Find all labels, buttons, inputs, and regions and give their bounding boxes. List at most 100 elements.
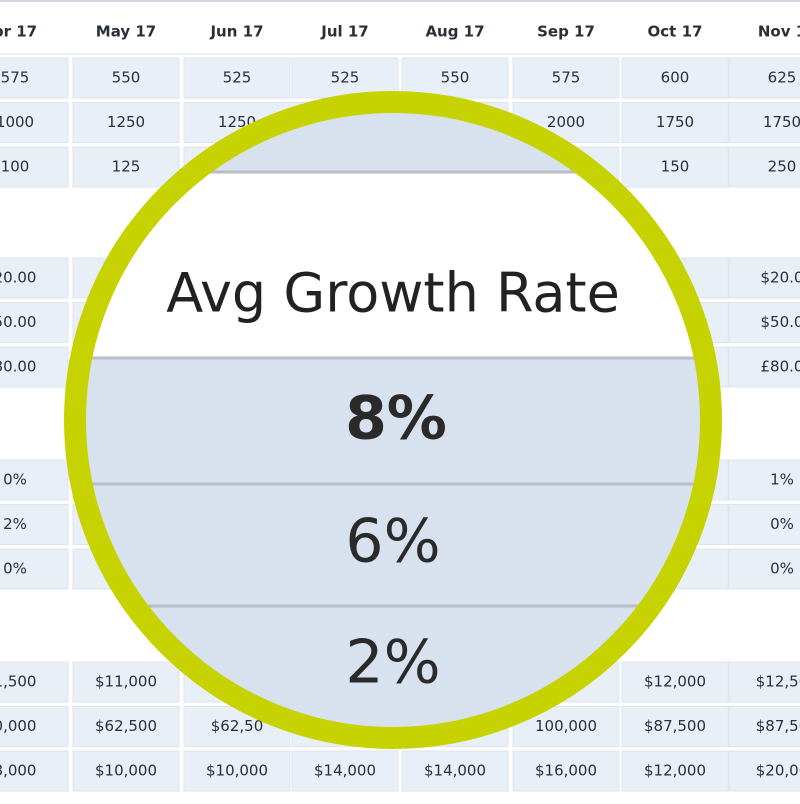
cell [621,146,729,188]
cell [728,661,800,703]
cell [728,504,800,545]
cell [401,57,509,99]
cell-text: $11,000 [95,673,157,691]
cell-text: 20.00 [0,269,36,287]
cell-text: $12,50 [756,673,800,691]
cell [728,548,800,590]
cell [728,257,800,299]
magnifier-ring [64,91,722,749]
cell [0,257,69,299]
cell [728,102,800,143]
cell [0,459,69,501]
cell-text: $20.0 [761,269,800,287]
cell [0,346,69,388]
column-header: May 17 [96,23,156,41]
cell [72,57,180,99]
cell-text: 250 [768,158,797,176]
cell-text: 550 [112,69,141,87]
cell [512,750,620,792]
cell-text: 0% [3,560,27,578]
cell-text: 2% [3,515,27,533]
cell [0,146,69,188]
cell-text: 1750 [763,113,800,131]
cell [291,750,399,792]
cell [0,661,69,703]
cell-text: 1,500 [0,673,36,691]
cell-text: 150 [661,158,690,176]
cell-text: 600 [661,69,690,87]
cell [728,146,800,188]
cell [0,504,69,545]
cell-text: 50.00 [0,313,36,331]
cell [72,146,180,188]
cell-text: $16,000 [535,762,597,780]
column-header: pr 17 [0,23,37,41]
cell-text: $14,000 [424,762,486,780]
cell [0,302,69,343]
cell-text: $12,000 [644,762,706,780]
cell [621,706,729,747]
cell [72,661,180,703]
magnifier-title: Avg Growth Rate [166,262,620,325]
cell [728,750,800,792]
cell-text: $20,00 [756,762,800,780]
cell-text: 575 [552,69,581,87]
cell-text: $10,000 [95,762,157,780]
cell-text: 0% [3,471,27,489]
cell-text: 1% [770,471,794,489]
cell-text: $62,50 [211,717,264,735]
cell-text: 1000 [0,113,34,131]
cell-text: 125 [112,158,141,176]
cell-text: 525 [223,69,252,87]
cell-text: 1250 [107,113,145,131]
cell-text: $10,000 [206,762,268,780]
cell [0,57,69,99]
cell [72,102,180,143]
cell-text: £80.0 [761,358,800,376]
cell [728,706,800,747]
cell-text: $14,000 [314,762,376,780]
cell [728,302,800,343]
cell-text: 625 [768,69,797,87]
cell-text: 80.00 [0,358,36,376]
cell [728,459,800,501]
cell [621,750,729,792]
cell-text: 575 [1,69,30,87]
cell-text: 100,000 [535,717,597,735]
cell-text: 2000 [547,113,585,131]
cell-text: $62,500 [95,717,157,735]
cell-text: 525 [331,69,360,87]
column-header: Nov 1 [758,23,800,41]
cell [183,750,291,792]
cell-text: $50.0 [761,313,800,331]
cell-text: 100 [1,158,30,176]
cell [728,57,800,99]
column-header: Jul 17 [320,23,369,41]
cell [0,102,69,143]
cell [621,661,729,703]
cell [72,750,180,792]
cell [621,57,729,99]
cell-text: $12,000 [644,673,706,691]
cell-text: 1750 [656,113,694,131]
column-header: Sep 17 [537,23,595,41]
cell [401,750,509,792]
cell [512,57,620,99]
cell [72,706,180,747]
cell [0,706,69,747]
cell-text: 0% [770,560,794,578]
cell [728,346,800,388]
cell-text: 550 [441,69,470,87]
cell-text: 8,000 [0,762,36,780]
column-header: Aug 17 [425,23,484,41]
cell [0,750,69,792]
cell [183,57,291,99]
growth-value: 2% [345,628,440,698]
cell [0,548,69,590]
growth-value: 6% [345,507,440,577]
column-header: Jun 17 [209,23,263,41]
cell [621,102,729,143]
column-header: Oct 17 [648,23,703,41]
